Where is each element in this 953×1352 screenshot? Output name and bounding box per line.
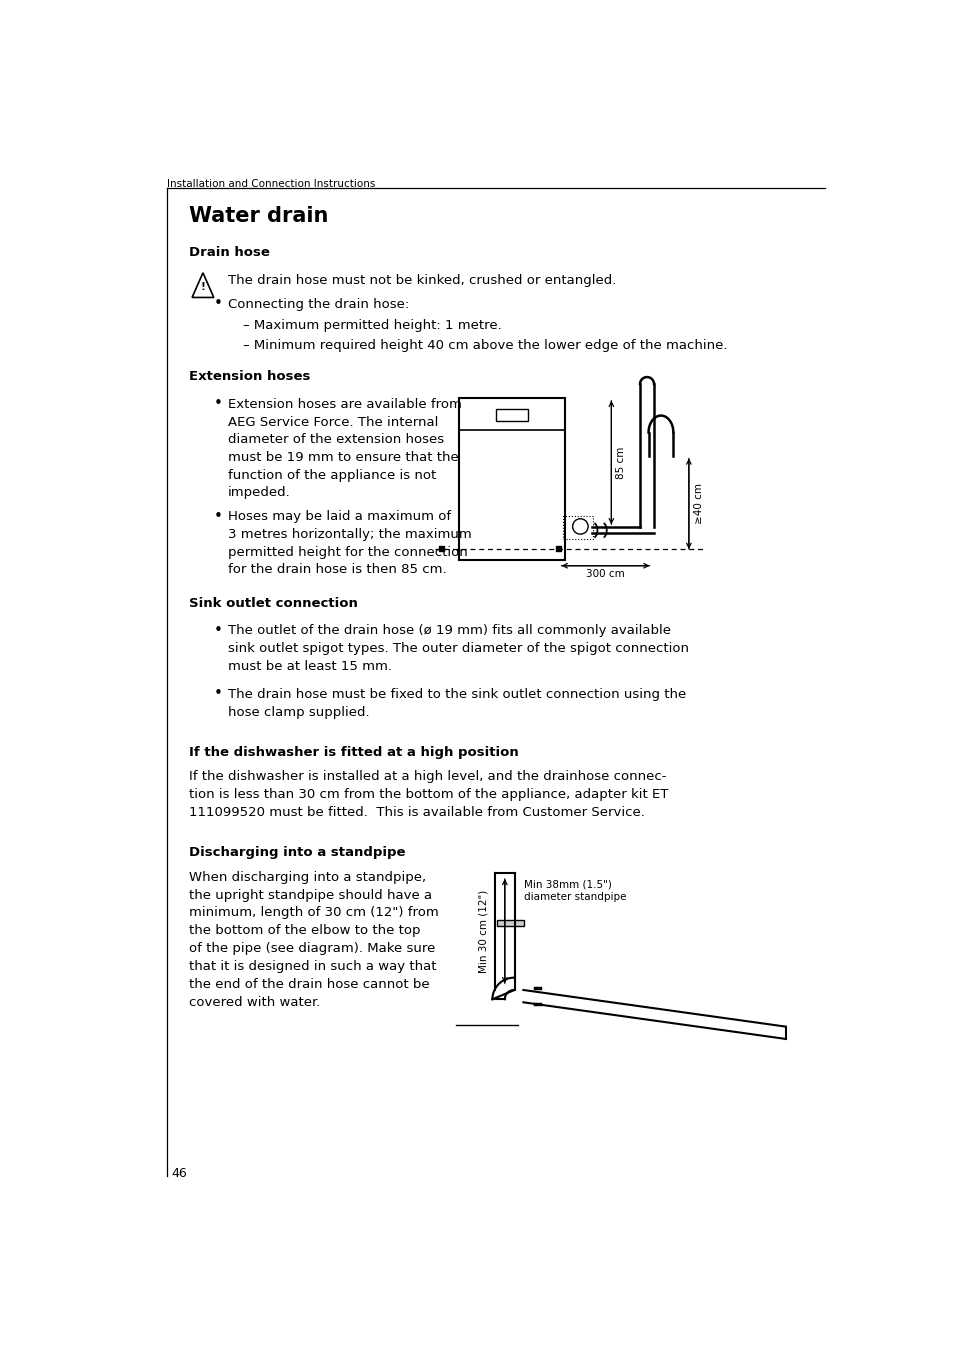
Text: Min 30 cm (12"): Min 30 cm (12"): [478, 890, 488, 973]
Bar: [458, 397, 564, 560]
Bar: [495, 408, 528, 420]
Text: minimum, length of 30 cm (12") from: minimum, length of 30 cm (12") from: [189, 906, 438, 919]
Text: must be at least 15 mm.: must be at least 15 mm.: [228, 660, 392, 673]
Text: for the drain hose is then 85 cm.: for the drain hose is then 85 cm.: [228, 564, 446, 576]
Text: ≥40 cm: ≥40 cm: [693, 483, 702, 525]
Text: AEG Service Force. The internal: AEG Service Force. The internal: [228, 415, 437, 429]
Text: Connecting the drain hose:: Connecting the drain hose:: [228, 297, 409, 311]
Text: If the dishwasher is fitted at a high position: If the dishwasher is fitted at a high po…: [189, 745, 518, 758]
Text: Extension hoses are available from: Extension hoses are available from: [228, 397, 461, 411]
Bar: [497, 919, 523, 926]
Text: Sink outlet connection: Sink outlet connection: [189, 596, 357, 610]
Text: Drain hose: Drain hose: [189, 246, 270, 260]
Text: covered with water.: covered with water.: [189, 995, 320, 1009]
Text: function of the appliance is not: function of the appliance is not: [228, 469, 436, 481]
Text: If the dishwasher is installed at a high level, and the drainhose connec-: If the dishwasher is installed at a high…: [189, 771, 666, 783]
Text: sink outlet spigot types. The outer diameter of the spigot connection: sink outlet spigot types. The outer diam…: [228, 642, 688, 656]
Text: impeded.: impeded.: [228, 487, 291, 499]
Text: must be 19 mm to ensure that the: must be 19 mm to ensure that the: [228, 452, 458, 464]
Text: 46: 46: [171, 1167, 187, 1180]
Text: •: •: [213, 396, 222, 411]
Bar: [556, 546, 560, 552]
Text: Hoses may be laid a maximum of: Hoses may be laid a maximum of: [228, 510, 451, 523]
Text: The drain hose must not be kinked, crushed or entangled.: The drain hose must not be kinked, crush…: [228, 274, 616, 287]
Text: diameter of the extension hoses: diameter of the extension hoses: [228, 433, 443, 446]
Text: – Maximum permitted height: 1 metre.: – Maximum permitted height: 1 metre.: [243, 319, 501, 333]
Text: – Minimum required height 40 cm above the lower edge of the machine.: – Minimum required height 40 cm above th…: [243, 339, 727, 353]
Text: 300 cm: 300 cm: [585, 569, 624, 579]
Text: of the pipe (see diagram). Make sure: of the pipe (see diagram). Make sure: [189, 942, 435, 955]
Text: 111099520 must be fitted.  This is available from Customer Service.: 111099520 must be fitted. This is availa…: [189, 806, 644, 819]
Text: The outlet of the drain hose (ø 19 mm) fits all commonly available: The outlet of the drain hose (ø 19 mm) f…: [228, 625, 670, 637]
Text: Water drain: Water drain: [189, 206, 328, 226]
Text: tion is less than 30 cm from the bottom of the appliance, adapter kit ET: tion is less than 30 cm from the bottom …: [189, 788, 668, 802]
Text: When discharging into a standpipe,: When discharging into a standpipe,: [189, 871, 426, 884]
Text: Installation and Connection Instructions: Installation and Connection Instructions: [167, 180, 375, 189]
Bar: [438, 546, 444, 552]
Text: •: •: [213, 687, 222, 702]
Text: Min 38mm (1.5"): Min 38mm (1.5"): [523, 879, 611, 890]
Text: the upright standpipe should have a: the upright standpipe should have a: [189, 888, 432, 902]
Text: hose clamp supplied.: hose clamp supplied.: [228, 706, 369, 719]
Text: !: !: [200, 283, 205, 292]
Text: •: •: [213, 508, 222, 523]
Text: •: •: [213, 296, 222, 311]
Text: Discharging into a standpipe: Discharging into a standpipe: [189, 846, 405, 859]
Text: •: •: [213, 623, 222, 638]
Text: diameter standpipe: diameter standpipe: [523, 892, 625, 902]
Text: The drain hose must be fixed to the sink outlet connection using the: The drain hose must be fixed to the sink…: [228, 688, 685, 700]
Text: 85 cm: 85 cm: [616, 446, 625, 479]
Text: the end of the drain hose cannot be: the end of the drain hose cannot be: [189, 977, 429, 991]
Bar: [562, 515, 592, 538]
Text: that it is designed in such a way that: that it is designed in such a way that: [189, 960, 436, 973]
Text: the bottom of the elbow to the top: the bottom of the elbow to the top: [189, 925, 420, 937]
Text: 3 metres horizontally; the maximum: 3 metres horizontally; the maximum: [228, 529, 471, 541]
Text: permitted height for the connection: permitted height for the connection: [228, 546, 467, 558]
Text: Extension hoses: Extension hoses: [189, 370, 310, 383]
